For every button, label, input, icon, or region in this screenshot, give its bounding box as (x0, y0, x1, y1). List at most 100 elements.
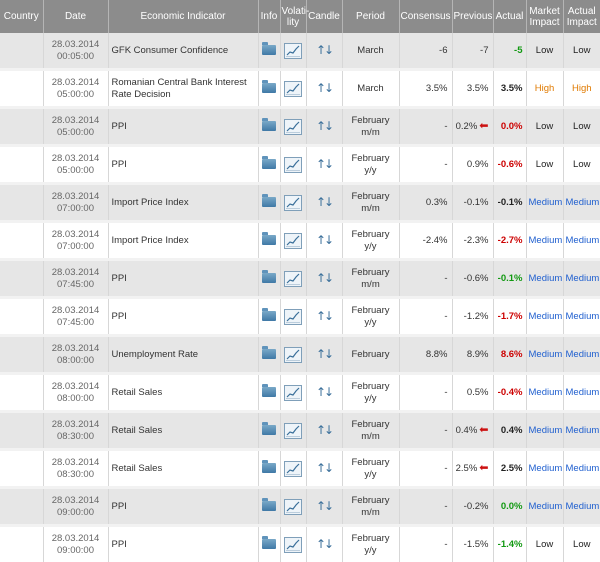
folder-icon[interactable] (262, 197, 276, 207)
candle-arrows-icon[interactable]: ↑↓ (316, 233, 332, 247)
indicator-cell[interactable]: PPI (108, 526, 258, 562)
volatility-cell[interactable] (280, 336, 306, 374)
candle-cell[interactable]: ↑↓ (306, 488, 342, 526)
candle-arrows-icon[interactable]: ↑↓ (316, 43, 332, 57)
header-actual[interactable]: Actual (493, 0, 526, 33)
folder-icon[interactable] (262, 311, 276, 321)
indicator-cell[interactable]: GFK Consumer Confidence (108, 33, 258, 70)
table-row[interactable]: 28.03.2014 05:00:00 PPI ↑↓ February m/m (0, 108, 600, 146)
indicator-cell[interactable]: PPI (108, 146, 258, 184)
chart-icon[interactable] (284, 537, 302, 553)
volatility-cell[interactable] (280, 33, 306, 70)
indicator-cell[interactable]: Retail Sales (108, 412, 258, 450)
volatility-cell[interactable] (280, 298, 306, 336)
candle-arrows-icon[interactable]: ↑↓ (316, 385, 332, 399)
candle-arrows-icon[interactable]: ↑↓ (316, 195, 332, 209)
header-volatility[interactable]: Volati-lity (280, 0, 306, 33)
volatility-cell[interactable] (280, 450, 306, 488)
table-row[interactable]: 28.03.2014 09:00:00 PPI ↑↓ February m/m (0, 488, 600, 526)
indicator-cell[interactable]: Retail Sales (108, 374, 258, 412)
candle-arrows-icon[interactable]: ↑↓ (316, 157, 332, 171)
chart-icon[interactable] (284, 81, 302, 97)
table-row[interactable]: 28.03.2014 07:45:00 PPI ↑↓ February m/m (0, 260, 600, 298)
candle-arrows-icon[interactable]: ↑↓ (316, 81, 332, 95)
candle-cell[interactable]: ↑↓ (306, 146, 342, 184)
indicator-cell[interactable]: Unemployment Rate (108, 336, 258, 374)
candle-arrows-icon[interactable]: ↑↓ (316, 499, 332, 513)
chart-icon[interactable] (284, 195, 302, 211)
info-cell[interactable] (258, 146, 280, 184)
chart-icon[interactable] (284, 461, 302, 477)
folder-icon[interactable] (262, 539, 276, 549)
chart-icon[interactable] (284, 423, 302, 439)
folder-icon[interactable] (262, 273, 276, 283)
volatility-cell[interactable] (280, 146, 306, 184)
table-row[interactable]: 28.03.2014 05:00:00 PPI ↑↓ February y/y (0, 146, 600, 184)
table-row[interactable]: 28.03.2014 08:00:00 Unemployment Rate ↑↓… (0, 336, 600, 374)
candle-cell[interactable]: ↑↓ (306, 450, 342, 488)
volatility-cell[interactable] (280, 526, 306, 562)
indicator-cell[interactable]: PPI (108, 488, 258, 526)
chart-icon[interactable] (284, 119, 302, 135)
candle-arrows-icon[interactable]: ↑↓ (316, 461, 332, 475)
volatility-cell[interactable] (280, 222, 306, 260)
info-cell[interactable] (258, 70, 280, 108)
candle-cell[interactable]: ↑↓ (306, 412, 342, 450)
info-cell[interactable] (258, 260, 280, 298)
table-row[interactable]: 28.03.2014 08:30:00 Retail Sales ↑↓ Febr… (0, 412, 600, 450)
header-previous[interactable]: Previous (452, 0, 493, 33)
folder-icon[interactable] (262, 159, 276, 169)
folder-icon[interactable] (262, 235, 276, 245)
info-cell[interactable] (258, 450, 280, 488)
folder-icon[interactable] (262, 83, 276, 93)
folder-icon[interactable] (262, 425, 276, 435)
candle-arrows-icon[interactable]: ↑↓ (316, 423, 332, 437)
info-cell[interactable] (258, 298, 280, 336)
volatility-cell[interactable] (280, 184, 306, 222)
header-period[interactable]: Period (342, 0, 399, 33)
info-cell[interactable] (258, 33, 280, 70)
table-row[interactable]: 28.03.2014 07:00:00 Import Price Index ↑… (0, 222, 600, 260)
table-row[interactable]: 28.03.2014 05:00:00 Romanian Central Ban… (0, 70, 600, 108)
table-row[interactable]: 28.03.2014 07:45:00 PPI ↑↓ February y/y (0, 298, 600, 336)
candle-arrows-icon[interactable]: ↑↓ (316, 119, 332, 133)
info-cell[interactable] (258, 488, 280, 526)
folder-icon[interactable] (262, 463, 276, 473)
indicator-cell[interactable]: Import Price Index (108, 184, 258, 222)
chart-icon[interactable] (284, 385, 302, 401)
table-row[interactable]: 28.03.2014 08:00:00 Retail Sales ↑↓ Febr… (0, 374, 600, 412)
info-cell[interactable] (258, 526, 280, 562)
info-cell[interactable] (258, 336, 280, 374)
table-row[interactable]: 28.03.2014 07:00:00 Import Price Index ↑… (0, 184, 600, 222)
candle-cell[interactable]: ↑↓ (306, 222, 342, 260)
candle-cell[interactable]: ↑↓ (306, 374, 342, 412)
volatility-cell[interactable] (280, 374, 306, 412)
table-row[interactable]: 28.03.2014 00:05:00 GFK Consumer Confide… (0, 33, 600, 70)
indicator-cell[interactable]: PPI (108, 108, 258, 146)
indicator-cell[interactable]: Romanian Central Bank Interest Rate Deci… (108, 70, 258, 108)
header-info[interactable]: Info (258, 0, 280, 33)
header-date[interactable]: Date (43, 0, 108, 33)
candle-cell[interactable]: ↑↓ (306, 70, 342, 108)
candle-cell[interactable]: ↑↓ (306, 33, 342, 70)
candle-arrows-icon[interactable]: ↑↓ (316, 537, 332, 551)
info-cell[interactable] (258, 184, 280, 222)
indicator-cell[interactable]: Import Price Index (108, 222, 258, 260)
candle-arrows-icon[interactable]: ↑↓ (316, 309, 332, 323)
table-row[interactable]: 28.03.2014 09:00:00 PPI ↑↓ February y/y (0, 526, 600, 562)
header-country[interactable]: Country (0, 0, 43, 33)
folder-icon[interactable] (262, 121, 276, 131)
candle-arrows-icon[interactable]: ↑↓ (316, 347, 332, 361)
info-cell[interactable] (258, 374, 280, 412)
candle-arrows-icon[interactable]: ↑↓ (316, 271, 332, 285)
candle-cell[interactable]: ↑↓ (306, 108, 342, 146)
table-row[interactable]: 28.03.2014 08:30:00 Retail Sales ↑↓ Febr… (0, 450, 600, 488)
candle-cell[interactable]: ↑↓ (306, 184, 342, 222)
info-cell[interactable] (258, 412, 280, 450)
candle-cell[interactable]: ↑↓ (306, 526, 342, 562)
chart-icon[interactable] (284, 499, 302, 515)
volatility-cell[interactable] (280, 412, 306, 450)
header-candle[interactable]: Candle (306, 0, 342, 33)
chart-icon[interactable] (284, 157, 302, 173)
